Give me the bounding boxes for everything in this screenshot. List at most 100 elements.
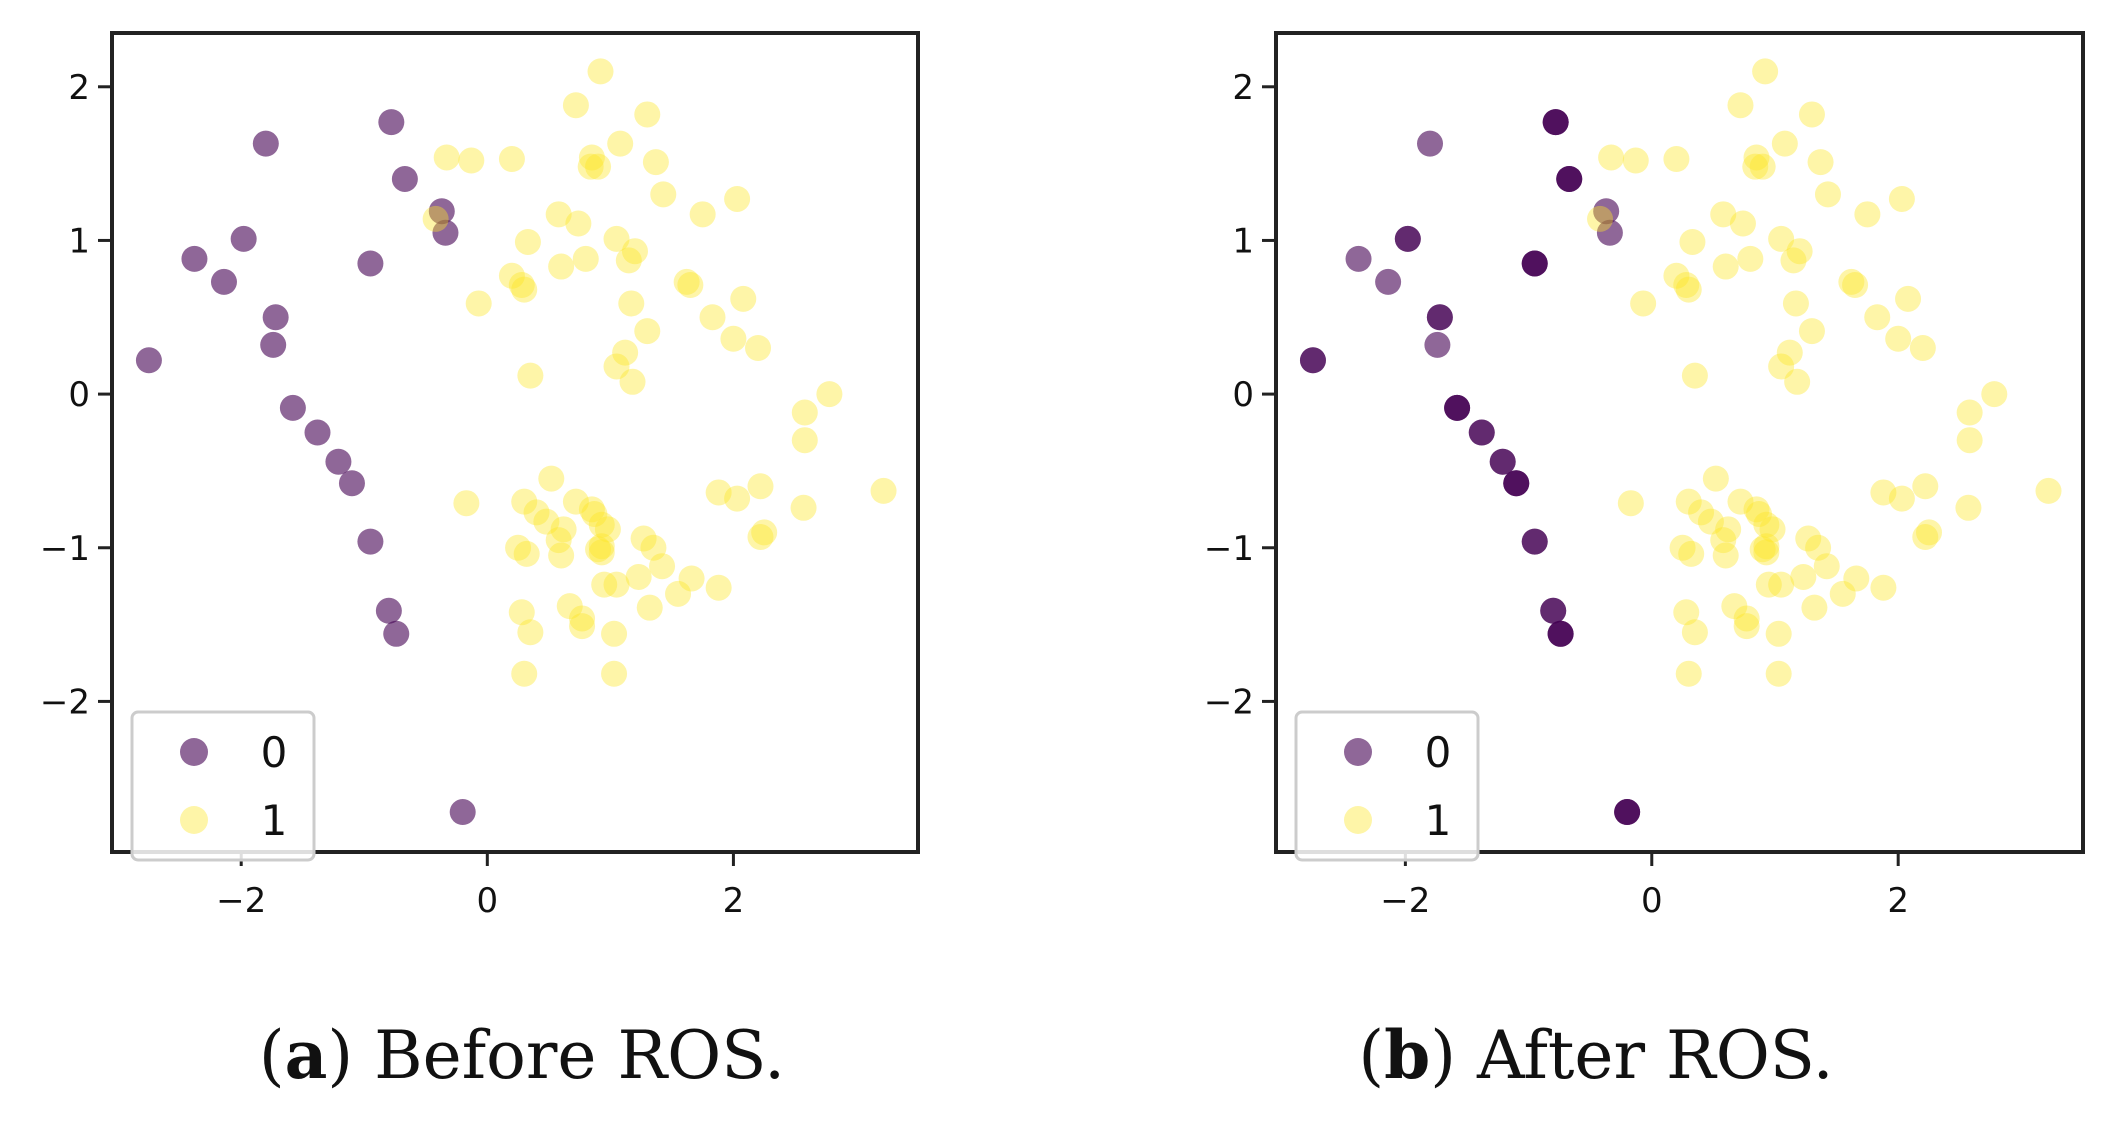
caption-b-letter: b — [1384, 1016, 1430, 1094]
point-class-1 — [578, 496, 605, 523]
point-class-0 — [304, 419, 331, 446]
point-class-1 — [1743, 144, 1770, 171]
point-class-1 — [1753, 539, 1780, 566]
point-class-1 — [634, 318, 661, 345]
point-class-1 — [665, 580, 692, 607]
point-class-0 — [1489, 448, 1516, 475]
point-class-1 — [1678, 540, 1705, 567]
point-class-0 — [357, 528, 384, 555]
point-class-1 — [511, 276, 538, 303]
point-class-1 — [699, 304, 726, 331]
point-class-0 — [428, 198, 455, 225]
point-class-1 — [1814, 181, 1841, 208]
point-class-0 — [383, 620, 410, 647]
point-class-1 — [517, 619, 544, 646]
y-tick-label: 0 — [68, 375, 90, 415]
point-class-0 — [1614, 799, 1641, 826]
point-class-1 — [1622, 147, 1649, 174]
legend — [1294, 710, 1480, 862]
legend-marker-1 — [1344, 806, 1372, 834]
point-class-1 — [1870, 574, 1897, 601]
point-class-1 — [640, 534, 667, 561]
point-class-1 — [2035, 477, 2062, 504]
point-class-1 — [1776, 339, 1803, 366]
point-class-1 — [538, 465, 565, 492]
point-class-0 — [1394, 225, 1421, 252]
point-class-1 — [1702, 465, 1729, 492]
point-class-1 — [1864, 304, 1891, 331]
point-class-1 — [791, 399, 818, 426]
y-tick-label: −2 — [40, 682, 90, 722]
x-tick-label: −2 — [1380, 881, 1430, 921]
point-class-1 — [1587, 205, 1614, 232]
point-class-1 — [511, 660, 538, 687]
y-tick-label: 2 — [1232, 68, 1254, 108]
point-class-0 — [279, 394, 306, 421]
point-class-0 — [449, 799, 476, 826]
point-class-1 — [498, 146, 525, 172]
point-class-0 — [262, 304, 289, 331]
point-class-1 — [1768, 571, 1795, 598]
point-class-1 — [562, 92, 589, 119]
point-class-1 — [621, 238, 648, 265]
point-class-0 — [1468, 419, 1495, 446]
point-class-0 — [338, 470, 365, 497]
point-class-1 — [572, 245, 599, 272]
point-class-0 — [1547, 620, 1574, 647]
point-class-1 — [1912, 473, 1939, 500]
point-class-1 — [511, 488, 538, 515]
point-class-0 — [1345, 245, 1372, 272]
point-class-1 — [1909, 335, 1936, 361]
point-class-0 — [181, 245, 208, 272]
point-class-1 — [594, 516, 621, 543]
point-class-1 — [1669, 534, 1696, 561]
point-class-1 — [747, 524, 774, 550]
point-class-1 — [548, 542, 575, 569]
point-class-0 — [1503, 470, 1530, 497]
point-class-1 — [630, 525, 657, 552]
point-class-1 — [625, 563, 652, 590]
point-class-0 — [1299, 347, 1326, 374]
point-class-1 — [790, 494, 817, 521]
caption-a: (a) Before ROS. — [259, 1016, 785, 1094]
point-class-1 — [1733, 605, 1760, 632]
point-class-1 — [1753, 511, 1780, 538]
point-class-1 — [1681, 619, 1708, 646]
point-class-1 — [650, 181, 677, 208]
point-class-0 — [1426, 304, 1453, 331]
point-class-0 — [391, 165, 418, 192]
point-class-0 — [1542, 109, 1569, 136]
point-class-1 — [1721, 593, 1748, 620]
point-class-1 — [422, 205, 449, 232]
point-class-1 — [1679, 228, 1706, 255]
point-class-1 — [689, 201, 716, 228]
legend-label-0: 0 — [1425, 728, 1452, 777]
legend-label-0: 0 — [261, 728, 288, 777]
caption-a-text: Before ROS. — [374, 1017, 785, 1094]
point-class-1 — [587, 58, 614, 85]
point-class-1 — [458, 147, 485, 174]
y-tick-label: 1 — [1232, 221, 1254, 261]
point-class-1 — [1981, 381, 2008, 408]
point-class-0 — [1540, 597, 1567, 624]
point-class-0 — [1596, 219, 1623, 246]
point-class-1 — [498, 262, 525, 289]
point-class-1 — [870, 477, 897, 504]
point-class-1 — [1688, 499, 1715, 526]
point-class-1 — [1710, 201, 1737, 228]
point-class-1 — [569, 605, 596, 632]
point-class-1 — [619, 368, 646, 395]
legend-marker-0 — [180, 738, 208, 766]
point-class-1 — [730, 285, 757, 312]
point-class-1 — [1712, 253, 1739, 280]
point-class-1 — [1675, 488, 1702, 515]
point-class-1 — [1854, 201, 1881, 228]
point-class-1 — [588, 539, 615, 566]
point-class-1 — [513, 540, 540, 567]
point-class-1 — [1759, 516, 1786, 543]
point-class-1 — [720, 325, 747, 352]
point-class-1 — [1771, 130, 1798, 157]
point-class-1 — [747, 473, 774, 500]
point-class-1 — [1663, 146, 1690, 172]
